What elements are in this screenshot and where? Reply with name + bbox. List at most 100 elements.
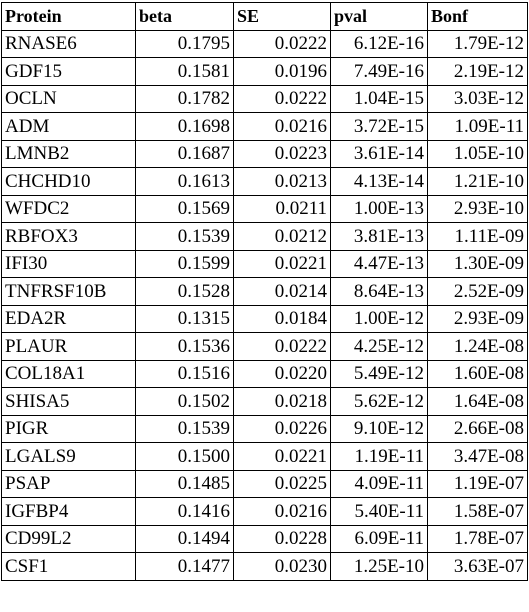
pval-cell: 4.25E-12 <box>330 332 428 361</box>
table-header: Protein beta SE pval Bonf <box>1 2 528 31</box>
beta-cell: 0.1687 <box>135 139 234 168</box>
se-cell: 0.0225 <box>233 469 331 498</box>
table-row: CD99L2 0.1494 0.0228 6.09E-11 1.78E-07 <box>1 524 528 553</box>
protein-cell: RNASE6 <box>1 29 136 58</box>
bonf-cell: 1.78E-07 <box>427 524 528 553</box>
pval-cell: 1.04E-15 <box>330 84 428 113</box>
beta-cell: 0.1477 <box>135 552 234 581</box>
beta-cell: 0.1485 <box>135 469 234 498</box>
table-row: OCLN 0.1782 0.0222 1.04E-15 3.03E-12 <box>1 84 528 113</box>
pval-cell: 4.09E-11 <box>330 469 428 498</box>
se-cell: 0.0216 <box>233 497 331 526</box>
beta-cell: 0.1539 <box>135 414 234 443</box>
table-row: LMNB2 0.1687 0.0223 3.61E-14 1.05E-10 <box>1 139 528 168</box>
pval-cell: 5.62E-12 <box>330 387 428 416</box>
beta-cell: 0.1502 <box>135 387 234 416</box>
beta-cell: 0.1536 <box>135 332 234 361</box>
protein-cell: PLAUR <box>1 332 136 361</box>
bonf-cell: 1.24E-08 <box>427 332 528 361</box>
bonf-cell: 2.52E-09 <box>427 277 528 306</box>
beta-cell: 0.1416 <box>135 497 234 526</box>
table-row: RNASE6 0.1795 0.0222 6.12E-16 1.79E-12 <box>1 29 528 58</box>
se-cell: 0.0226 <box>233 414 331 443</box>
header-beta: beta <box>135 2 234 31</box>
beta-cell: 0.1494 <box>135 524 234 553</box>
se-cell: 0.0222 <box>233 29 331 58</box>
protein-cell: CD99L2 <box>1 524 136 553</box>
pval-cell: 1.00E-13 <box>330 194 428 223</box>
beta-cell: 0.1539 <box>135 222 234 251</box>
pval-cell: 1.19E-11 <box>330 442 428 471</box>
header-protein: Protein <box>1 2 136 31</box>
se-cell: 0.0222 <box>233 332 331 361</box>
bonf-cell: 1.11E-09 <box>427 222 528 251</box>
se-cell: 0.0214 <box>233 277 331 306</box>
beta-cell: 0.1569 <box>135 194 234 223</box>
table-row: ADM 0.1698 0.0216 3.72E-15 1.09E-11 <box>1 112 528 141</box>
bonf-cell: 3.47E-08 <box>427 442 528 471</box>
bonf-cell: 1.30E-09 <box>427 249 528 278</box>
beta-cell: 0.1698 <box>135 112 234 141</box>
pval-cell: 1.25E-10 <box>330 552 428 581</box>
bonf-cell: 1.05E-10 <box>427 139 528 168</box>
beta-cell: 0.1500 <box>135 442 234 471</box>
protein-cell: SHISA5 <box>1 387 136 416</box>
bonf-cell: 1.09E-11 <box>427 112 528 141</box>
se-cell: 0.0223 <box>233 139 331 168</box>
table-row: PSAP 0.1485 0.0225 4.09E-11 1.19E-07 <box>1 469 528 498</box>
table-row: PIGR 0.1539 0.0226 9.10E-12 2.66E-08 <box>1 414 528 443</box>
protein-cell: GDF15 <box>1 57 136 86</box>
bonf-cell: 3.63E-07 <box>427 552 528 581</box>
table-row: IGFBP4 0.1416 0.0216 5.40E-11 1.58E-07 <box>1 497 528 526</box>
protein-cell: LGALS9 <box>1 442 136 471</box>
bonf-cell: 1.64E-08 <box>427 387 528 416</box>
bonf-cell: 1.79E-12 <box>427 29 528 58</box>
table-row: GDF15 0.1581 0.0196 7.49E-16 2.19E-12 <box>1 57 528 86</box>
protein-cell: LMNB2 <box>1 139 136 168</box>
pval-cell: 5.40E-11 <box>330 497 428 526</box>
table-row: EDA2R 0.1315 0.0184 1.00E-12 2.93E-09 <box>1 304 528 333</box>
table-row: SHISA5 0.1502 0.0218 5.62E-12 1.64E-08 <box>1 387 528 416</box>
pval-cell: 1.00E-12 <box>330 304 428 333</box>
pval-cell: 6.12E-16 <box>330 29 428 58</box>
header-se: SE <box>233 2 331 31</box>
header-bonf: Bonf <box>427 2 528 31</box>
se-cell: 0.0212 <box>233 222 331 251</box>
pval-cell: 7.49E-16 <box>330 57 428 86</box>
bonf-cell: 1.60E-08 <box>427 359 528 388</box>
bonf-cell: 2.93E-09 <box>427 304 528 333</box>
se-cell: 0.0221 <box>233 249 331 278</box>
protein-cell: CHCHD10 <box>1 167 136 196</box>
beta-cell: 0.1599 <box>135 249 234 278</box>
bonf-cell: 2.19E-12 <box>427 57 528 86</box>
se-cell: 0.0220 <box>233 359 331 388</box>
protein-cell: EDA2R <box>1 304 136 333</box>
bonf-cell: 2.66E-08 <box>427 414 528 443</box>
beta-cell: 0.1528 <box>135 277 234 306</box>
se-cell: 0.0196 <box>233 57 331 86</box>
se-cell: 0.0228 <box>233 524 331 553</box>
se-cell: 0.0221 <box>233 442 331 471</box>
protein-cell: TNFRSF10B <box>1 277 136 306</box>
table-row: WFDC2 0.1569 0.0211 1.00E-13 2.93E-10 <box>1 194 528 223</box>
results-table: Protein beta SE pval Bonf RNASE6 0.1795 0.… <box>1 2 528 581</box>
bonf-cell: 1.21E-10 <box>427 167 528 196</box>
pval-cell: 8.64E-13 <box>330 277 428 306</box>
beta-cell: 0.1516 <box>135 359 234 388</box>
se-cell: 0.0222 <box>233 84 331 113</box>
header-row: Protein beta SE pval Bonf <box>1 2 528 31</box>
bonf-cell: 1.19E-07 <box>427 469 528 498</box>
protein-cell: WFDC2 <box>1 194 136 223</box>
se-cell: 0.0213 <box>233 167 331 196</box>
table-row: CSF1 0.1477 0.0230 1.25E-10 3.63E-07 <box>1 552 528 581</box>
bonf-cell: 1.58E-07 <box>427 497 528 526</box>
protein-cell: RBFOX3 <box>1 222 136 251</box>
table-row: TNFRSF10B 0.1528 0.0214 8.64E-13 2.52E-09 <box>1 277 528 306</box>
bonf-cell: 2.93E-10 <box>427 194 528 223</box>
protein-cell: OCLN <box>1 84 136 113</box>
pval-cell: 3.61E-14 <box>330 139 428 168</box>
se-cell: 0.0211 <box>233 194 331 223</box>
protein-cell: CSF1 <box>1 552 136 581</box>
bonf-cell: 3.03E-12 <box>427 84 528 113</box>
pval-cell: 9.10E-12 <box>330 414 428 443</box>
